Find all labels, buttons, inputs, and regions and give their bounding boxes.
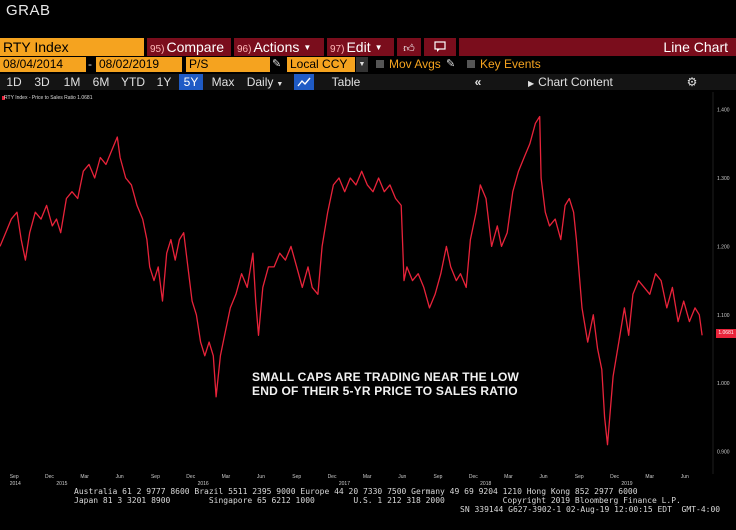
series-legend: RTY Index - Price to Sales Ratio 1.0681 bbox=[4, 95, 93, 101]
x-year-label: 2018 bbox=[480, 481, 492, 487]
end-date-field[interactable]: 08/02/2019 bbox=[96, 57, 182, 72]
compare-shortcut: 95) bbox=[150, 44, 165, 55]
range-bar: 08/04/2014 - 08/02/2019 P/S ✎ Local CCY … bbox=[0, 57, 736, 73]
mov-avgs-edit-icon[interactable]: ✎ bbox=[446, 58, 456, 70]
chart-annotation: SMALL CAPS ARE TRADING NEAR THE LOW END … bbox=[252, 370, 592, 398]
x-tick-label: Jun bbox=[398, 474, 407, 480]
x-year-label: 2019 bbox=[621, 481, 633, 487]
x-tick-label: Dec bbox=[45, 474, 54, 480]
edit-button[interactable]: 97) Edit ▼ bbox=[327, 38, 394, 56]
feedback-button[interactable] bbox=[424, 38, 456, 56]
chart-content-button[interactable]: ▶ Chart Content bbox=[528, 74, 628, 90]
x-tick-label: Mar bbox=[221, 474, 231, 480]
compare-label: Compare bbox=[166, 39, 225, 55]
frequency-dropdown-icon: ▼ bbox=[276, 81, 284, 88]
x-tick-label: Dec bbox=[186, 474, 196, 480]
footer-contacts-2: Japan 81 3 3201 8900 Singapore 65 6212 1… bbox=[74, 496, 681, 505]
field-input[interactable]: P/S bbox=[186, 57, 270, 72]
start-date-field[interactable]: 08/04/2014 bbox=[0, 57, 86, 72]
x-tick-label: Sep bbox=[150, 474, 160, 480]
y-tick-label: 1.200 bbox=[717, 244, 730, 250]
x-tick-label: Sep bbox=[292, 474, 302, 480]
x-tick-label: Dec bbox=[327, 474, 337, 480]
y-tick-label: 0.900 bbox=[717, 449, 730, 455]
period-6m[interactable]: 6M bbox=[92, 75, 110, 89]
edit-label: Edit bbox=[346, 39, 371, 55]
frequency-select[interactable]: Daily ▼ bbox=[243, 74, 287, 90]
x-tick-label: Sep bbox=[433, 474, 443, 480]
key-events-checkbox[interactable] bbox=[467, 60, 475, 68]
x-tick-label: Jun bbox=[115, 474, 124, 480]
y-tick-label: 1.400 bbox=[717, 108, 730, 114]
edit-dropdown-icon: ▼ bbox=[374, 43, 383, 52]
last-value-tag: 1.0681 bbox=[716, 329, 736, 338]
x-tick-label: Mar bbox=[504, 474, 513, 480]
price-to-sales-chart[interactable]: 0.900 1.000 1.100 1.200 1.300 1.400 bbox=[0, 92, 736, 474]
x-year-label: 2017 bbox=[338, 481, 350, 487]
x-tick-label: Sep bbox=[574, 474, 584, 480]
period-max[interactable]: Max bbox=[211, 75, 235, 89]
thumbs-up-button[interactable]: 👍︎ bbox=[397, 38, 421, 56]
footer: Australia 61 2 9777 8600 Brazil 5511 239… bbox=[0, 485, 736, 530]
x-tick-label: Jun bbox=[256, 474, 265, 480]
x-year-label: 2016 bbox=[197, 481, 209, 487]
x-tick-label: Dec bbox=[468, 474, 478, 480]
date-separator: - bbox=[88, 57, 92, 71]
frequency-label: Daily bbox=[246, 75, 274, 89]
period-1m[interactable]: 1M bbox=[63, 75, 81, 89]
actions-label: Actions bbox=[253, 39, 300, 55]
period-5y[interactable]: 5Y bbox=[179, 74, 203, 90]
line-chart-icon bbox=[297, 77, 311, 87]
window-title: GRAB bbox=[6, 2, 51, 19]
y-tick-label: 1.100 bbox=[717, 313, 730, 319]
y-tick-label: 1.000 bbox=[717, 381, 730, 387]
table-button[interactable]: Table bbox=[331, 75, 361, 89]
actions-button[interactable]: 96) Actions ▼ bbox=[234, 38, 324, 56]
pencil-icon[interactable]: ✎ bbox=[272, 58, 282, 70]
currency-dropdown-icon[interactable]: ▼ bbox=[356, 57, 368, 72]
chart-type-label: Line Chart bbox=[459, 38, 736, 56]
x-tick-label: Sep bbox=[9, 474, 19, 480]
period-bar: 1D 3D 1M 6M YTD 1Y 5Y Max Daily ▼ Table «… bbox=[0, 74, 736, 90]
actions-dropdown-icon: ▼ bbox=[303, 43, 312, 52]
x-tick-label: Mar bbox=[645, 474, 655, 480]
mov-avgs-checkbox[interactable] bbox=[376, 60, 384, 68]
x-tick-label: Dec bbox=[610, 474, 620, 480]
thumbs-up-icon: 👍︎ bbox=[403, 43, 415, 55]
x-tick-label: Jun bbox=[680, 474, 689, 480]
line-chart-button[interactable] bbox=[294, 74, 314, 90]
mov-avgs-label: Mov Avgs bbox=[389, 57, 441, 71]
command-bar: RTY Index 95) Compare 96) Actions ▼ 97) Edit… bbox=[0, 38, 736, 56]
settings-gear-icon[interactable]: ⚙ bbox=[686, 75, 698, 89]
period-1d[interactable]: 1D bbox=[6, 75, 22, 89]
key-events-label: Key Events bbox=[480, 57, 541, 71]
annotation-line-1: SMALL CAPS ARE TRADING NEAR THE LOW bbox=[252, 370, 519, 384]
y-tick-label: 1.300 bbox=[717, 176, 730, 182]
chart-content-arrow-icon: ▶ bbox=[528, 79, 535, 88]
ticker-field[interactable]: RTY Index bbox=[0, 38, 144, 56]
feedback-icon bbox=[434, 41, 446, 52]
chart-content-label: Chart Content bbox=[538, 75, 613, 89]
period-1y[interactable]: 1Y bbox=[156, 75, 172, 89]
compare-button[interactable]: 95) Compare bbox=[147, 38, 231, 56]
currency-field[interactable]: Local CCY bbox=[287, 57, 355, 72]
x-tick-label: Mar bbox=[362, 474, 372, 480]
x-year-label: 2014 bbox=[9, 481, 21, 487]
edit-shortcut: 97) bbox=[330, 44, 345, 55]
series-line bbox=[0, 115, 703, 446]
footer-contacts-1: Australia 61 2 9777 8600 Brazil 5511 239… bbox=[74, 487, 638, 496]
series-color-swatch bbox=[2, 96, 5, 100]
actions-shortcut: 96) bbox=[237, 44, 252, 55]
footer-session: SN 339144 G627-3902-1 02-Aug-19 12:00:15… bbox=[460, 505, 721, 514]
mov-avgs-toggle[interactable]: Mov Avgs bbox=[376, 57, 441, 72]
x-year-label: 2015 bbox=[56, 481, 68, 487]
key-events-toggle[interactable]: Key Events bbox=[467, 57, 541, 72]
annotation-line-2: END OF THEIR 5-YR PRICE TO SALES RATIO bbox=[252, 384, 518, 398]
period-ytd[interactable]: YTD bbox=[121, 75, 145, 89]
collapse-panel-icon[interactable]: « bbox=[474, 75, 482, 89]
x-tick-label: Jun bbox=[539, 474, 548, 480]
x-tick-label: Mar bbox=[80, 474, 89, 480]
period-3d[interactable]: 3D bbox=[34, 75, 50, 89]
